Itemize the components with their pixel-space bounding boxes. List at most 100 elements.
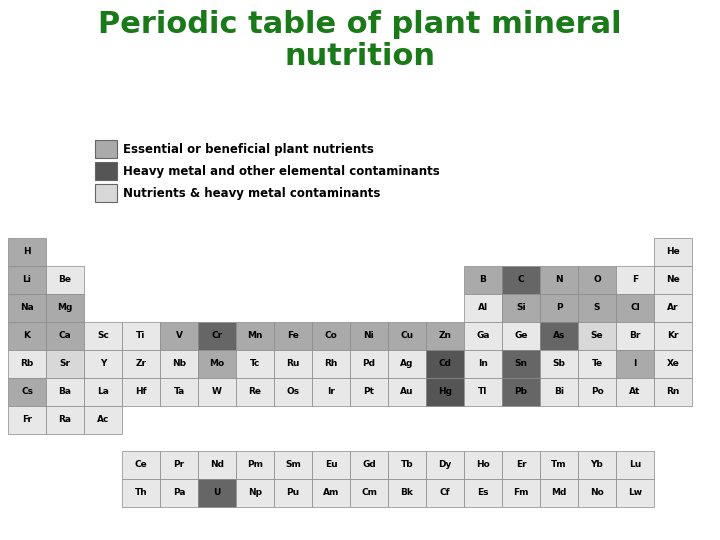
Text: Hf: Hf [135,388,147,396]
Text: Pb: Pb [515,388,528,396]
Bar [350,350,388,378]
Bar [540,451,578,479]
Text: Ra: Ra [58,415,71,424]
Bar [502,322,540,350]
Bar [312,479,350,507]
Bar [274,378,312,406]
Bar [46,322,84,350]
Bar [350,451,388,479]
Bar [578,322,616,350]
Text: N: N [555,275,563,285]
Bar [160,479,198,507]
Bar [95,140,117,158]
Bar [540,378,578,406]
Bar [46,406,84,434]
Bar [350,322,388,350]
Text: Al: Al [478,303,488,313]
Bar [654,350,692,378]
Bar [274,479,312,507]
Bar [578,350,616,378]
Text: Fm: Fm [513,488,528,497]
Bar [426,378,464,406]
Bar [46,294,84,322]
Text: nutrition: nutrition [284,42,436,71]
Text: Pd: Pd [362,360,376,368]
Text: Gd: Gd [362,460,376,469]
Bar [502,479,540,507]
Bar [8,294,46,322]
Bar [540,322,578,350]
Text: Eu: Eu [325,460,337,469]
Text: Ag: Ag [400,360,414,368]
Text: Fr: Fr [22,415,32,424]
Text: Ir: Ir [327,388,335,396]
Bar [198,451,236,479]
Text: Xe: Xe [667,360,680,368]
Bar [236,479,274,507]
Bar [616,451,654,479]
Bar [46,350,84,378]
Bar [236,378,274,406]
Text: Tb: Tb [401,460,413,469]
Bar [84,406,122,434]
Bar [8,266,46,294]
Bar [578,294,616,322]
Text: Md: Md [552,488,567,497]
Bar [540,266,578,294]
Bar [312,350,350,378]
Text: O: O [593,275,601,285]
Bar [464,266,502,294]
Text: Se: Se [590,332,603,341]
Bar [540,294,578,322]
Bar [122,322,160,350]
Text: Br: Br [629,332,641,341]
Text: Nd: Nd [210,460,224,469]
Bar [616,322,654,350]
Text: Heavy metal and other elemental contaminants: Heavy metal and other elemental contamin… [123,165,440,178]
Text: Th: Th [135,488,148,497]
Bar [84,350,122,378]
Text: Ba: Ba [58,388,71,396]
Bar [236,322,274,350]
Text: In: In [478,360,488,368]
Bar [198,479,236,507]
Text: La: La [97,388,109,396]
Text: Os: Os [287,388,300,396]
Text: Bk: Bk [400,488,413,497]
Text: Am: Am [323,488,339,497]
Bar [464,451,502,479]
Bar [616,378,654,406]
Bar [464,350,502,378]
Text: Sc: Sc [97,332,109,341]
Text: Tc: Tc [250,360,260,368]
Text: Cd: Cd [438,360,451,368]
Bar [540,350,578,378]
Bar [95,162,117,180]
Text: Na: Na [20,303,34,313]
Text: U: U [213,488,221,497]
Bar [502,266,540,294]
Bar [160,451,198,479]
Text: Sb: Sb [552,360,565,368]
Text: Zr: Zr [135,360,146,368]
Bar [160,378,198,406]
Text: Sr: Sr [60,360,71,368]
Bar [502,451,540,479]
Text: Rn: Rn [666,388,680,396]
Text: Ne: Ne [666,275,680,285]
Text: Periodic table of plant mineral: Periodic table of plant mineral [98,10,622,39]
Text: Pm: Pm [247,460,263,469]
Bar [464,378,502,406]
Bar [312,322,350,350]
Text: Lw: Lw [628,488,642,497]
Text: He: He [666,247,680,256]
Text: Pa: Pa [173,488,185,497]
Bar [236,451,274,479]
Text: H: H [23,247,31,256]
Text: Rb: Rb [20,360,34,368]
Bar [8,406,46,434]
Text: Bi: Bi [554,388,564,396]
Text: Essential or beneficial plant nutrients: Essential or beneficial plant nutrients [123,143,374,156]
Bar [8,322,46,350]
Text: W: W [212,388,222,396]
